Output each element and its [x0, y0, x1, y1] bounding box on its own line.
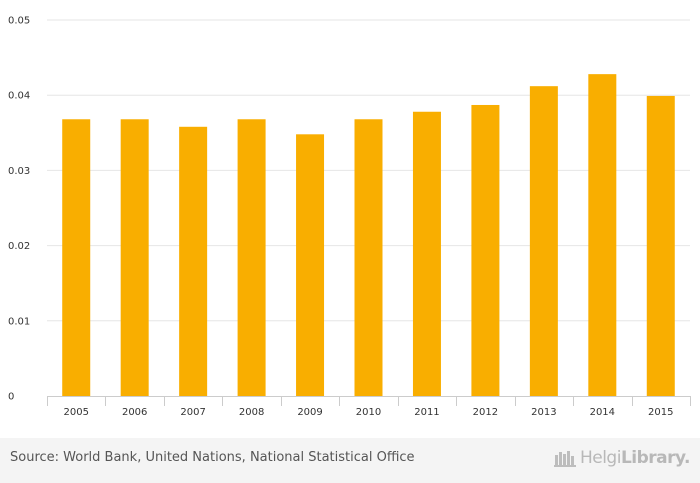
- bar-2009[interactable]: [296, 134, 325, 396]
- bar-2015[interactable]: [646, 95, 675, 397]
- x-axis: 2005 2006 2007 2008 2009 2010 2011 2012 2013 2014…: [47, 396, 691, 418]
- y-tick-label: 0.02: [8, 241, 30, 252]
- y-axis-tick-labels: 0 0.01 0.02 0.03 0.04 0.05: [8, 16, 30, 403]
- brand-name-part1: Helgi: [579, 448, 621, 468]
- bar-2011[interactable]: [412, 111, 441, 396]
- bar-2007[interactable]: [179, 126, 208, 396]
- x-tick-label: 2013: [531, 407, 556, 418]
- x-tick-label: 2009: [297, 407, 322, 418]
- y-tick-label: 0.05: [8, 16, 30, 27]
- bar-2006[interactable]: [120, 119, 149, 396]
- x-tick-label: 2014: [590, 407, 615, 418]
- x-tick-label: 2010: [356, 407, 381, 418]
- brand-name-part2: Library.: [620, 448, 691, 468]
- y-tick-label: 0.01: [8, 316, 30, 327]
- bar-chart: 00.010.020.030.040.05 2005 2006 2007 2008 20…: [8, 16, 691, 418]
- library-books-icon: [553, 451, 576, 467]
- bar-2005[interactable]: [62, 119, 91, 396]
- bars: [62, 74, 675, 397]
- brand-name: HelgiLibrary.: [579, 448, 691, 468]
- x-tick-label: 2011: [414, 407, 439, 418]
- x-tick-label: 2012: [473, 407, 498, 418]
- bar-2012[interactable]: [471, 104, 500, 396]
- x-tick-label: 2007: [180, 407, 205, 418]
- y-tick-label: 0.03: [8, 166, 30, 177]
- x-tick-label: 2006: [122, 407, 147, 418]
- x-tick-label: 2008: [239, 407, 264, 418]
- source-text: Source: World Bank, United Nations, Nati…: [10, 450, 415, 465]
- bar-2014[interactable]: [588, 74, 617, 397]
- bar-2010[interactable]: [354, 119, 383, 396]
- x-tick-label: 2005: [64, 407, 89, 418]
- brand-logo[interactable]: HelgiLibrary.: [553, 448, 691, 468]
- bar-2013[interactable]: [529, 86, 558, 397]
- x-tick-label: 2015: [648, 407, 673, 418]
- footer: Source: World Bank, United Nations, Nati…: [0, 438, 700, 483]
- bar-2008[interactable]: [237, 119, 266, 396]
- y-tick-label: 0.04: [8, 91, 30, 102]
- y-tick-label: 0: [8, 392, 14, 403]
